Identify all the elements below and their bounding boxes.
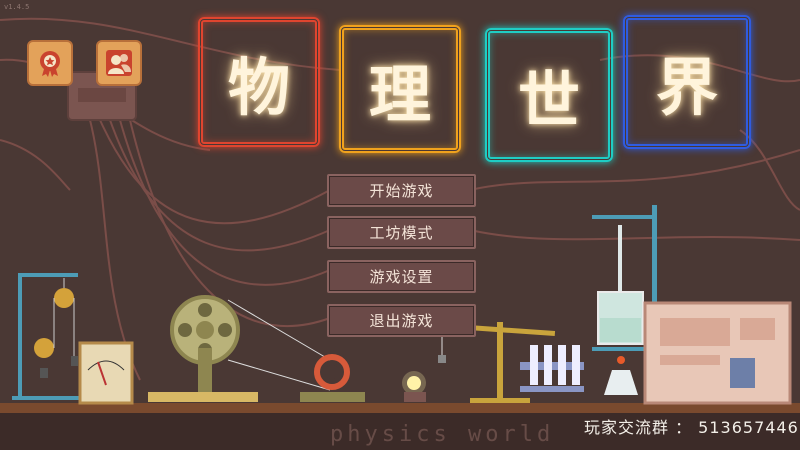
player-group-text: 玩家交流群 ： 513657446 xyxy=(584,418,799,437)
users-icon xyxy=(106,50,132,76)
title-char-text: 物 xyxy=(227,51,290,124)
voltmeter xyxy=(78,341,134,405)
menu-label: 游戏设置 xyxy=(369,268,434,286)
light-bulb xyxy=(402,371,426,402)
menu-label: 工坊模式 xyxy=(369,224,434,242)
menu-label: 退出游戏 xyxy=(369,312,434,330)
ground-shelf xyxy=(0,403,800,413)
title-char-text: 界 xyxy=(655,51,718,124)
exit-game-button[interactable]: 退出游戏 xyxy=(327,304,476,337)
achievements-button[interactable] xyxy=(27,40,73,86)
title-char-text: 世 xyxy=(517,64,580,137)
title-char-4: 界 xyxy=(623,15,751,149)
lab-machine xyxy=(643,301,792,405)
medal-icon xyxy=(40,51,60,77)
workshop-mode-button[interactable]: 工坊模式 xyxy=(327,216,476,249)
pulley-stand xyxy=(12,273,80,400)
game-settings-button[interactable]: 游戏设置 xyxy=(327,260,476,293)
flywheel xyxy=(148,295,258,402)
title-char-2: 理 xyxy=(339,25,461,153)
start-game-button[interactable]: 开始游戏 xyxy=(327,174,476,207)
footer-watermark: physics world xyxy=(330,422,555,447)
coil xyxy=(300,354,365,402)
title-char-1: 物 xyxy=(198,17,320,147)
community-button[interactable] xyxy=(96,40,142,86)
test-tube-rack xyxy=(520,345,584,392)
title-char-text: 理 xyxy=(368,58,431,131)
menu-label: 开始游戏 xyxy=(369,182,434,200)
version-label: v1.4.5 xyxy=(4,3,30,11)
title-char-3: 世 xyxy=(485,28,613,162)
